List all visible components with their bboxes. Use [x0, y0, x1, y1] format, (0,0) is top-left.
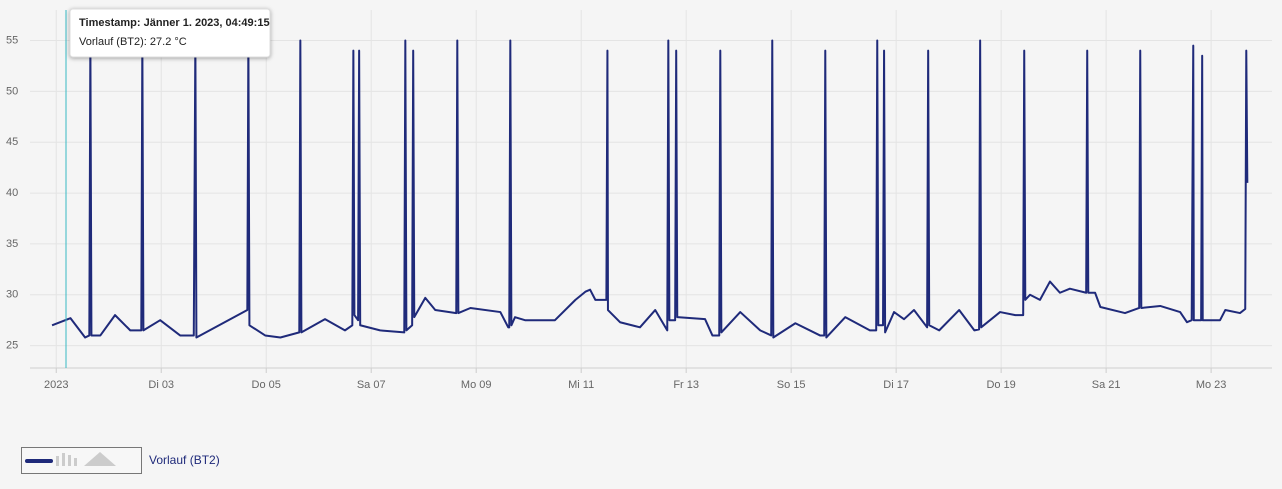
tooltip-text: Vorlauf (BT2): 27.2 °C [79, 36, 187, 48]
tooltip: Timestamp: Jänner 1. 2023, 04:49:15 Vorl… [69, 8, 271, 58]
x-tick-label: Mo 23 [1196, 379, 1227, 391]
y-tick-label: 40 [6, 187, 18, 199]
legend-bar-icon [68, 455, 71, 466]
data-line [51, 39, 1249, 339]
x-tick-label: Di 17 [883, 379, 909, 391]
legend-bar-icon [62, 453, 65, 466]
x-tick-label: Do 19 [986, 379, 1015, 391]
x-tick-label: Mi 11 [568, 379, 594, 391]
y-tick-label: 25 [6, 340, 18, 352]
legend-area-icon [84, 452, 116, 466]
x-tick-label: Fr 13 [673, 379, 699, 391]
x-tick-label: Do 05 [252, 379, 281, 391]
legend-bar-icon [74, 458, 77, 466]
grid: 25 30 35 40 45 50 55 2023 Di 03 Do 05 Sa 07 Mo 09 Mi… [6, 10, 1272, 391]
x-tick-label: Mo 09 [461, 379, 492, 391]
plot [51, 39, 1249, 339]
y-tick-label: 35 [6, 238, 18, 250]
tooltip-box [69, 8, 271, 58]
y-tick-label: 50 [6, 85, 18, 97]
x-tick-label: 2023 [44, 379, 68, 391]
x-tick-label: Di 03 [148, 379, 174, 391]
x-tick-label: Sa 21 [1092, 379, 1121, 391]
legend-bar-icon [56, 456, 59, 466]
x-tick-label: So 15 [777, 379, 806, 391]
y-tick-label: 55 [6, 34, 18, 46]
tooltip-title: Timestamp: Jänner 1. 2023, 04:49:15 [79, 17, 270, 29]
y-tick-label: 45 [6, 136, 18, 148]
x-tick-label: Sa 07 [357, 379, 386, 391]
legend-label[interactable]: Vorlauf (BT2) [149, 453, 220, 467]
y-tick-label: 30 [6, 289, 18, 301]
legend[interactable]: Vorlauf (BT2) [21, 447, 220, 474]
